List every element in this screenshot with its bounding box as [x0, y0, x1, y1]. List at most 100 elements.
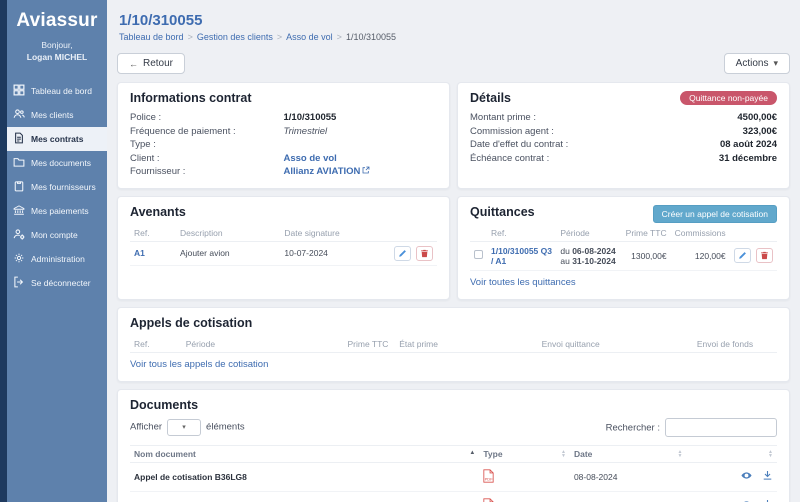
search-control: Rechercher : [605, 417, 777, 437]
breadcrumb-current: 1/10/310055 [345, 32, 396, 42]
appels-table: Ref. Période Prime TTC État prime Envoi … [130, 335, 777, 353]
quittance-checkbox[interactable] [474, 250, 483, 259]
sidebar-item-label: Se déconnecter [31, 277, 91, 288]
col-periode: Période [556, 224, 622, 242]
pencil-icon [398, 249, 406, 257]
sidebar-item-administration[interactable]: Administration [0, 247, 107, 271]
document-row: Appel de cotisation B36LG8 PDF 08-08-202… [130, 462, 777, 492]
breadcrumb-gestion-des-clients[interactable]: Gestion des clients [196, 32, 273, 42]
see-all-quittances-link[interactable]: Voir toutes les quittances [470, 276, 576, 288]
avenants-title: Avenants [130, 204, 186, 219]
sidebar-item-label: Mes documents [31, 157, 91, 168]
quittance-ref-link[interactable]: 1/10/310055 Q3 / A1 [491, 245, 552, 266]
see-all-appels-link[interactable]: Voir tous les appels de cotisation [130, 358, 269, 370]
quittance-row: 1/10/310055 Q3 / A1 du 06-08-2024 au 31-… [470, 241, 777, 271]
sidebar-item-mes-paiements[interactable]: Mes paiements [0, 199, 107, 223]
appels-card: Appels de cotisation Ref. Période Prime … [117, 306, 790, 382]
trash-icon [421, 249, 428, 257]
sidebar-item-label: Mes fournisseurs [31, 181, 96, 192]
delete-avenant-button[interactable] [416, 245, 433, 261]
client-link[interactable]: Asso de vol [283, 152, 337, 164]
sidebar-item-tableau-de-bord[interactable]: Tableau de bord [0, 79, 107, 103]
external-link-icon [362, 166, 370, 174]
quittances-table: Ref. Période Prime TTC Commissions 1/10/… [470, 224, 777, 271]
col-ref: Ref. [130, 224, 177, 242]
sidebar-item-mon-compte[interactable]: Mon compte [0, 223, 107, 247]
logout-icon [13, 276, 25, 290]
back-button-label: Retour [143, 58, 174, 69]
sort-icon: ▲ ▼ [561, 448, 566, 459]
sidebar-item-se-deconnecter[interactable]: Se déconnecter [0, 271, 107, 295]
back-button[interactable]: ← Retour [117, 53, 186, 74]
sidebar-item-label: Tableau de bord [31, 85, 92, 96]
sidebar-item-label: Mes paiements [31, 205, 89, 216]
sidebar-item-mes-fournisseurs[interactable]: Mes fournisseurs [0, 175, 107, 199]
chevron-down-icon: ▾ [773, 58, 778, 68]
documents-card: Documents Afficher ▾ éléments Rechercher :… [117, 388, 790, 502]
actions-button[interactable]: Actions ▾ [723, 53, 790, 74]
sort-icon: ▲ ▼ [768, 449, 773, 459]
user-greeting: Bonjour, Logan MICHEL [0, 39, 107, 64]
avenants-table: Ref. Description Date signature A1 Ajout… [130, 224, 437, 266]
contract-info-card: Informations contrat Police : 1/10/31005… [117, 82, 450, 189]
user-gear-icon [13, 228, 25, 242]
col-date[interactable]: Date ▲ ▼ [569, 444, 687, 463]
documents-title: Documents [130, 397, 199, 412]
breadcrumb-separator: > [276, 32, 283, 42]
search-input[interactable] [665, 417, 777, 437]
download-icon [763, 471, 772, 480]
sidebar-item-label: Administration [31, 253, 85, 264]
col-actions[interactable]: ▲ ▼ [686, 444, 777, 463]
details-card: Détails Quittance non-payée Montant prim… [457, 82, 790, 189]
field-montant-prime: Montant prime : 4500,00€ [470, 112, 777, 123]
admin-gear-icon [13, 252, 25, 266]
field-fournisseur: Fournisseur : Allianz AVIATION [130, 165, 437, 179]
col-prime-ttc: Prime TTC [621, 224, 671, 242]
sidebar-menu: Tableau de bord Mes clients Mes contrats… [0, 79, 107, 295]
field-type: Type : [130, 139, 156, 150]
contract-icon [13, 132, 25, 146]
bank-icon [13, 204, 25, 218]
field-echeance: Échéance contrat : 31 décembre [470, 152, 777, 164]
details-title: Détails [470, 91, 511, 105]
edit-quittance-button[interactable] [733, 248, 751, 263]
document-row: Justificatif envoi de fonds B36LG8 PDF 0… [130, 491, 777, 502]
sidebar-item-label: Mes contrats [31, 133, 84, 144]
folder-icon [13, 156, 25, 170]
quittance-period: du 06-08-2024 au 31-10-2024 [556, 241, 622, 271]
toolbar: ← Retour Actions ▾ [117, 53, 790, 74]
sidebar-item-mes-documents[interactable]: Mes documents [0, 151, 107, 175]
sidebar-item-label: Mon compte [31, 229, 78, 240]
status-badge: Quittance non-payée [680, 91, 777, 105]
page-length-select[interactable]: ▾ [167, 418, 202, 436]
delete-quittance-button[interactable] [756, 248, 773, 263]
avenant-row: A1 Ajouter avion 10-07-2024 [130, 241, 437, 266]
col-ref: Ref. [487, 224, 557, 242]
col-commissions: Commissions [670, 224, 730, 242]
field-client: Client : Asso de vol [130, 152, 337, 164]
documents-table: Nom document ▲ Type ▲ ▼ Date ▲ ▼ ▲ ▼ Appel de … [130, 444, 777, 502]
download-document-button[interactable] [762, 470, 773, 483]
field-police: Police : 1/10/310055 [130, 112, 337, 123]
create-appel-button[interactable]: Créer un appel de cotisation [652, 204, 777, 223]
select-caret-icon: ▾ [182, 424, 186, 431]
greeting-text: Bonjour, [41, 40, 73, 50]
sidebar-item-mes-clients[interactable]: Mes clients [0, 103, 107, 127]
dashboard-icon [13, 84, 25, 98]
search-label: Rechercher : [605, 422, 660, 433]
quittances-card: Quittances Créer un appel de cotisation … [457, 195, 790, 300]
sidebar-item-mes-contrats[interactable]: Mes contrats [0, 126, 107, 151]
edit-avenant-button[interactable] [393, 245, 411, 261]
avenants-card: Avenants Ref. Description Date signature… [117, 195, 450, 300]
fournisseur-link[interactable]: Allianz AVIATION [284, 166, 371, 177]
avenant-ref-link[interactable]: A1 [134, 248, 145, 258]
col-nom-document[interactable]: Nom document ▲ [130, 444, 480, 463]
appels-title: Appels de cotisation [130, 315, 253, 330]
sidebar-edge [0, 0, 7, 502]
user-name: Logan MICHEL [26, 52, 88, 63]
breadcrumb-asso-de-vol[interactable]: Asso de vol [286, 32, 333, 42]
breadcrumb-tableau-de-bord[interactable]: Tableau de bord [119, 32, 184, 42]
col-type[interactable]: Type ▲ ▼ [479, 444, 570, 463]
view-document-button[interactable] [741, 470, 752, 483]
sidebar-item-label: Mes clients [31, 109, 74, 120]
